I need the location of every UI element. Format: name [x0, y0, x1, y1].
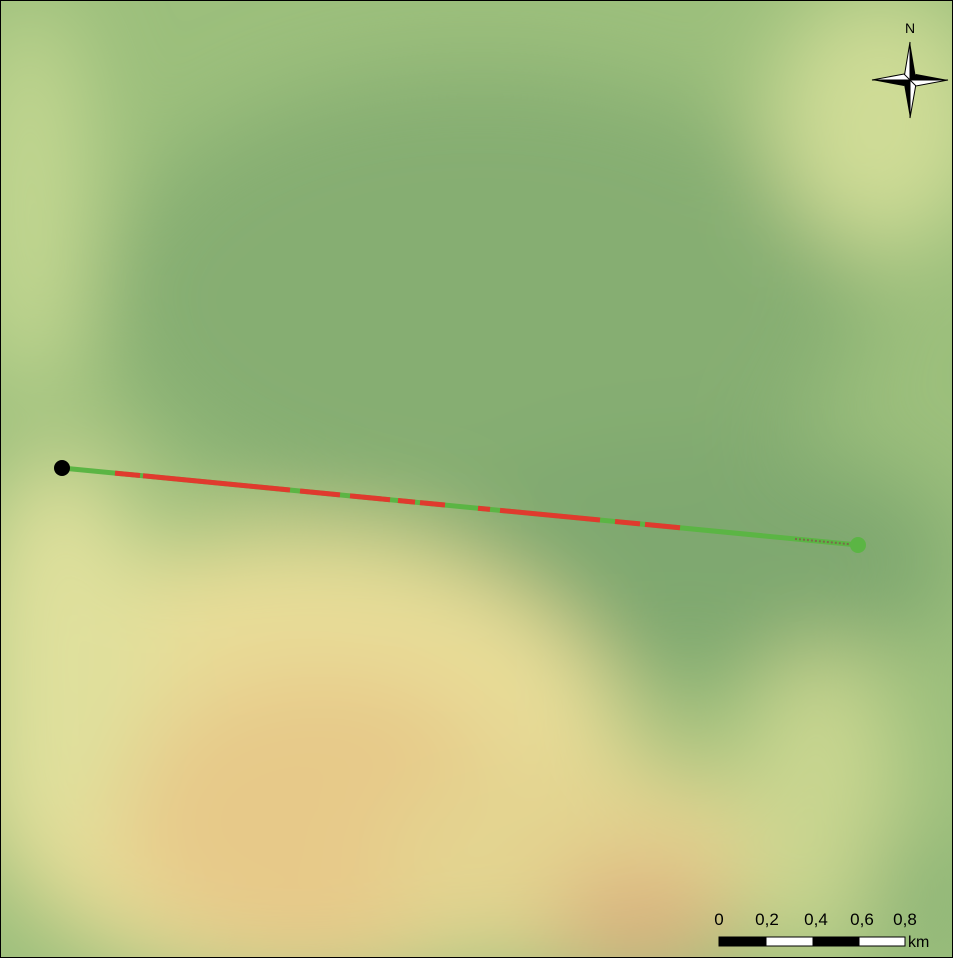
north-label: N [905, 20, 915, 36]
scale-unit: km [908, 934, 929, 951]
end-point [850, 537, 866, 553]
scale-label: 0,2 [755, 910, 779, 929]
map: N 0 0,2 0,4 0,6 0,8 km [0, 0, 953, 958]
start-point [54, 460, 70, 476]
scale-label: 0 [714, 910, 723, 929]
scale-label: 0,8 [893, 910, 917, 929]
scale-label: 0,6 [850, 910, 874, 929]
scale-label: 0,4 [804, 910, 828, 929]
terrain [0, 0, 953, 958]
